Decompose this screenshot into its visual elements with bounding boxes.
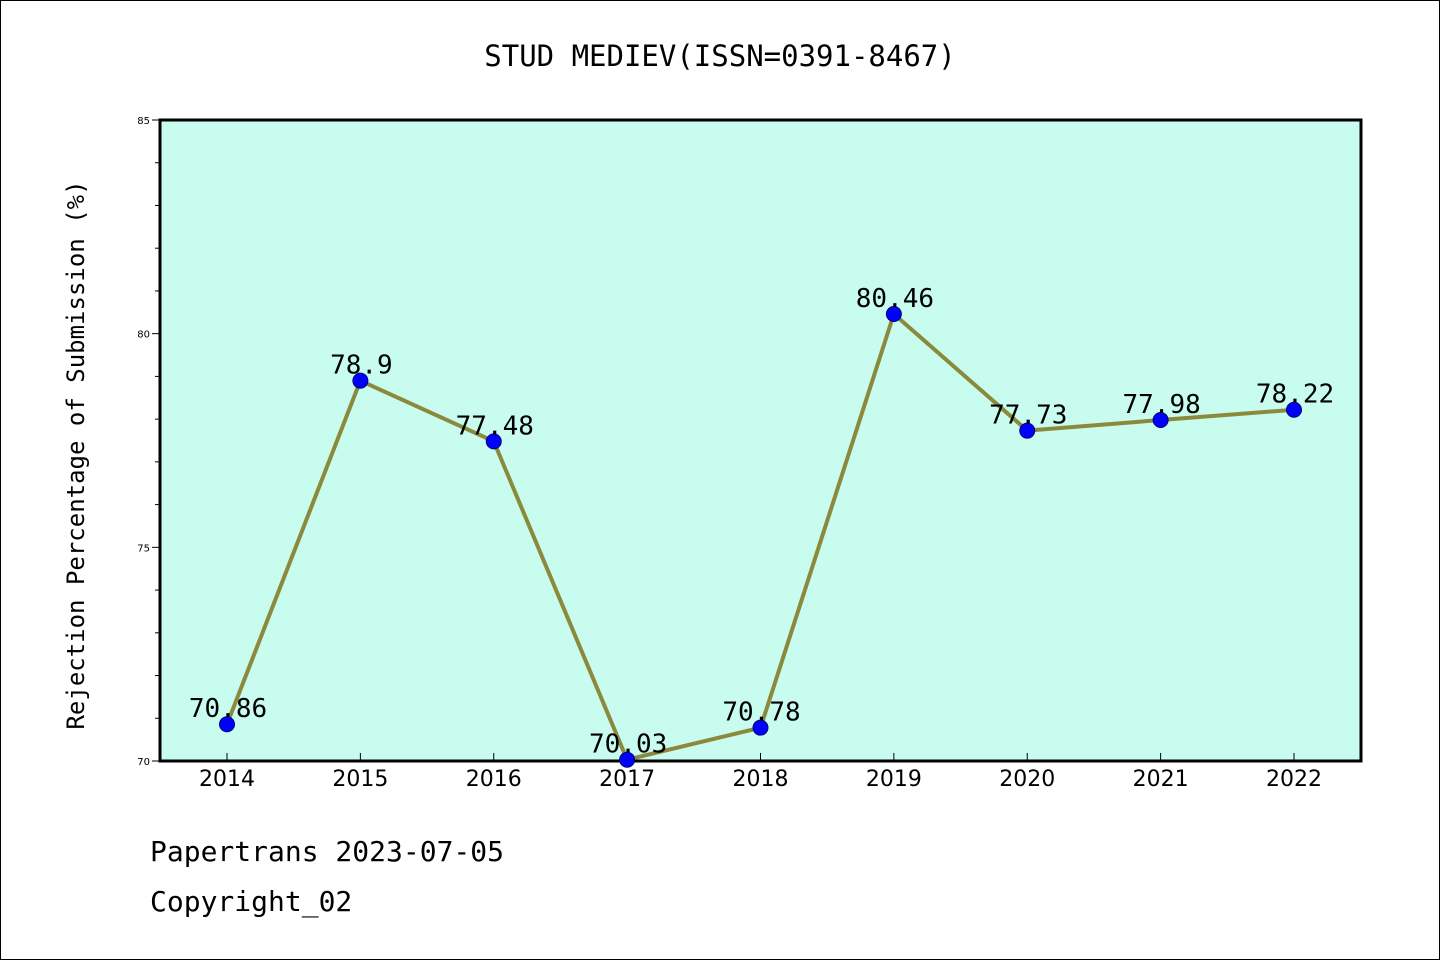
data-label: 77.48 [456, 411, 534, 441]
y-tick-label: 75 [137, 543, 150, 554]
data-point [1286, 401, 1302, 418]
x-tick-label: 2015 [332, 767, 388, 792]
data-label: 78.9 [330, 351, 393, 381]
x-tick-label: 2020 [999, 767, 1055, 792]
data-markers [219, 306, 1302, 768]
data-point [219, 716, 235, 733]
y-axis: 70 75 80 85 [137, 116, 160, 768]
y-axis-label: Rejection Percentage of Submission (%) [62, 180, 90, 729]
data-label: 70.03 [589, 730, 667, 760]
data-label: 77.73 [989, 401, 1067, 431]
x-tick-label: 2016 [466, 767, 522, 792]
x-tick-label: 2019 [866, 767, 922, 792]
data-point [1152, 411, 1169, 428]
y-tick-label: 80 [137, 330, 150, 341]
x-tick-label: 2018 [733, 767, 789, 792]
chart-title: STUD MEDIEV(ISSN=0391-8467) [484, 39, 955, 73]
plot-area [158, 118, 1363, 763]
data-point [752, 719, 769, 736]
x-tick-label: 2017 [599, 767, 655, 792]
x-tick-label: 2021 [1133, 767, 1189, 792]
data-label: 70.78 [722, 698, 800, 728]
data-point [485, 433, 502, 450]
data-label: 70.86 [189, 694, 267, 724]
x-tick-label: 2014 [199, 767, 255, 792]
x-axis: 2014 2015 2016 2017 2018 2019 2020 2021 2022 [199, 753, 1322, 792]
data-point [885, 306, 902, 323]
footer-copyright: Copyright_02 [150, 885, 353, 918]
x-tick-label: 2022 [1266, 767, 1322, 792]
data-point [1019, 422, 1036, 439]
data-point [619, 751, 636, 768]
data-label: 80.46 [856, 284, 934, 314]
y-tick-label: 85 [137, 116, 150, 127]
y-tick-label: 70 [137, 757, 150, 768]
footer-date: Papertrans 2023-07-05 [150, 835, 505, 868]
data-label: 78.22 [1256, 380, 1334, 410]
data-point [352, 372, 369, 389]
data-labels: 70.86 78.9 77.48 70.03 70.78 80.46 77.73 77.98 7… [189, 284, 1334, 760]
data-label: 77.98 [1122, 390, 1200, 420]
